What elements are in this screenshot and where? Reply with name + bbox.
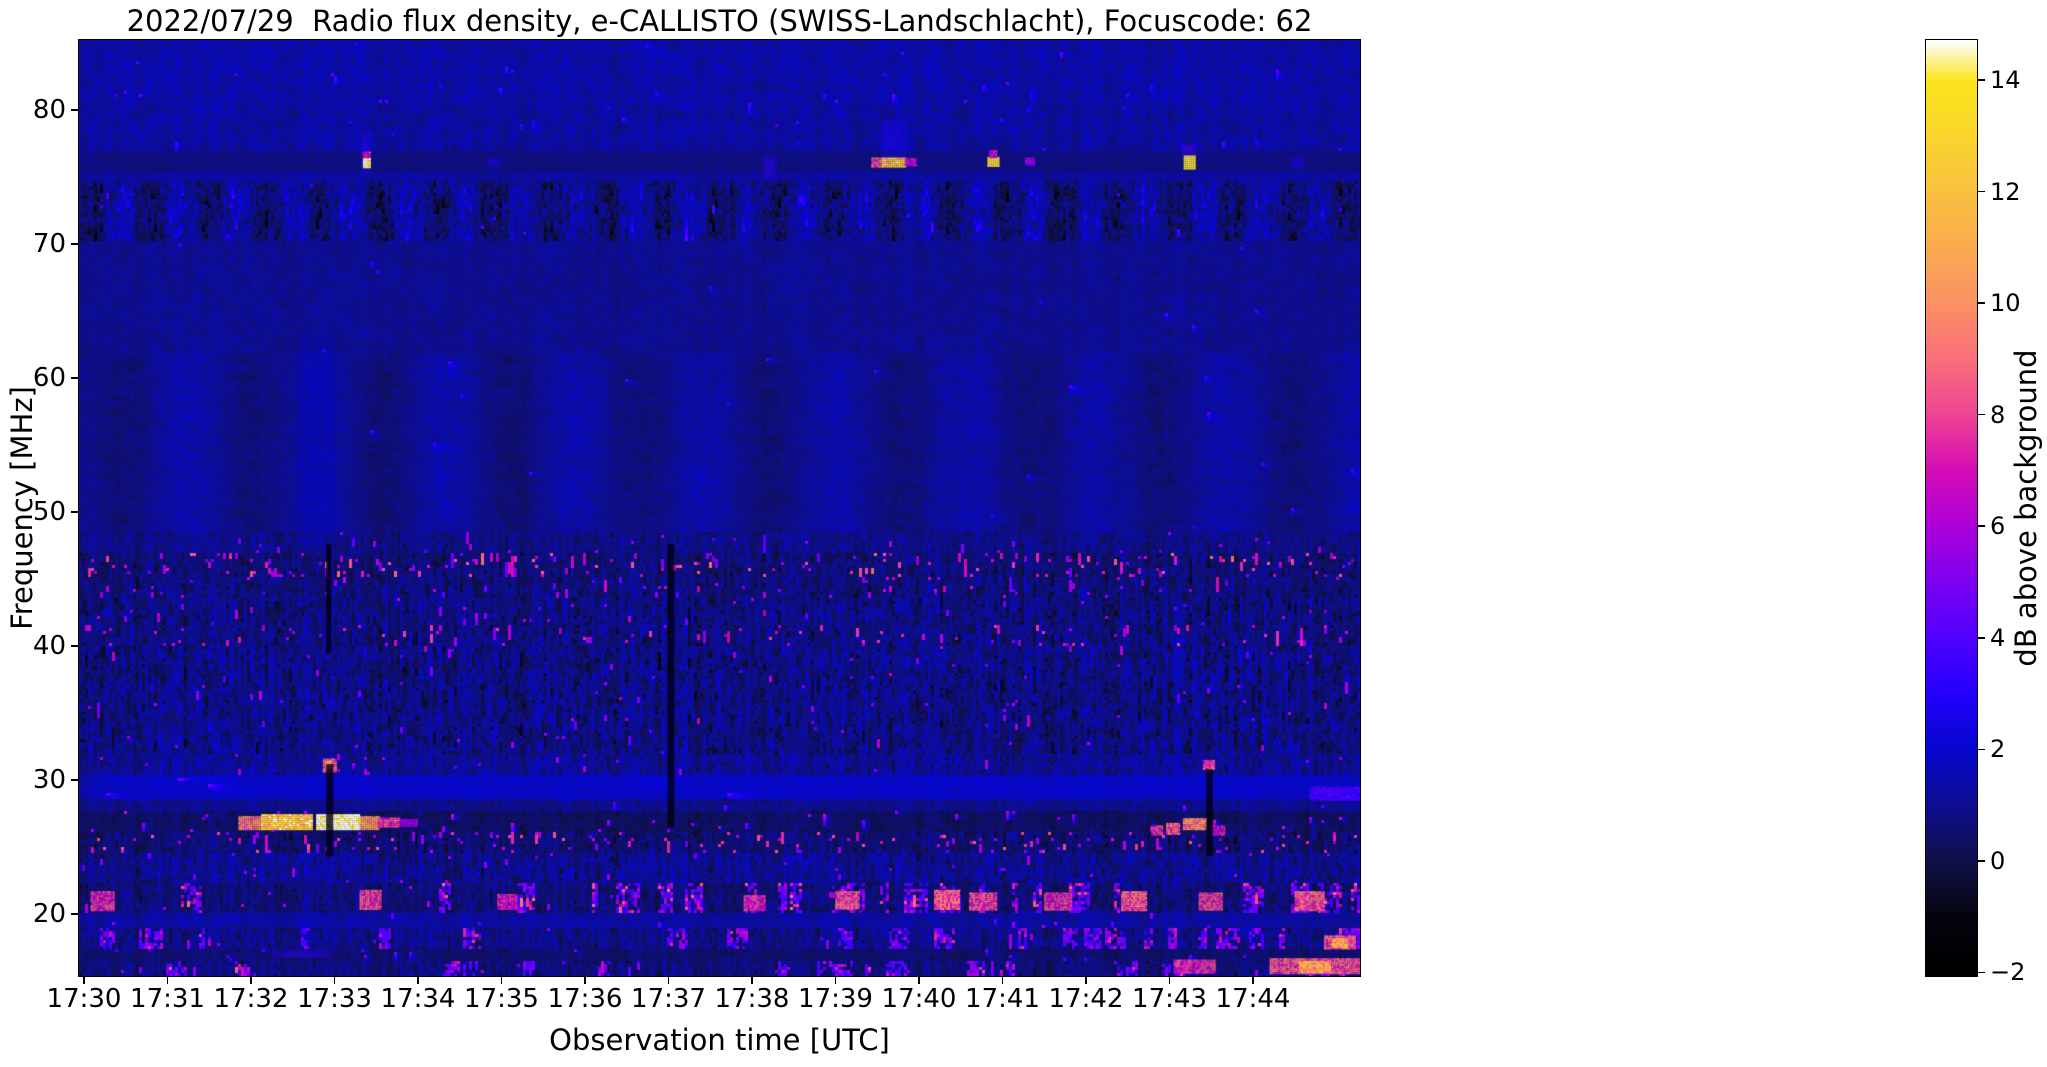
colorbar-tick-mark [1978, 302, 1985, 304]
colorbar-tick-mark [1978, 79, 1985, 81]
colorbar-tick-mark [1978, 860, 1985, 862]
colorbar [1925, 39, 1978, 977]
x-tick-label: 17:39 [798, 984, 873, 1014]
x-tick-mark [667, 977, 670, 984]
x-tick-label: 17:38 [714, 984, 790, 1014]
y-tick-label: 80 [32, 95, 66, 125]
y-tick-mark [71, 377, 78, 379]
x-tick-mark [584, 977, 586, 984]
x-tick-label: 17:36 [547, 984, 623, 1014]
x-tick-label: 17:33 [297, 984, 372, 1014]
x-tick-label: 17:31 [130, 984, 205, 1014]
colorbar-tick-mark [1978, 971, 1985, 974]
x-tick-label: 17:34 [380, 984, 456, 1014]
x-tick-label: 17:37 [631, 984, 706, 1014]
colorbar-tick-mark [1978, 413, 1985, 416]
x-tick-mark [500, 977, 503, 984]
x-tick-mark [1001, 977, 1004, 984]
y-tick-mark [71, 243, 78, 245]
x-tick-label: 17:41 [965, 984, 1040, 1014]
chart-title: 2022/07/29 Radio flux density, e-CALLIST… [126, 4, 1313, 38]
x-tick-label: 17:35 [464, 984, 539, 1014]
x-tick-mark [1085, 977, 1087, 984]
y-tick-mark [71, 913, 78, 915]
y-tick-label: 70 [32, 229, 66, 259]
x-tick-label: 17:43 [1132, 984, 1207, 1014]
colorbar-tick-label: 6 [1990, 512, 2006, 541]
x-tick-label: 17:30 [46, 984, 122, 1014]
colorbar-tick-mark [1978, 525, 1985, 527]
y-tick-label: 60 [32, 363, 66, 393]
x-tick-mark [333, 977, 336, 984]
x-tick-mark [166, 977, 169, 984]
y-tick-label: 20 [32, 899, 66, 929]
x-tick-mark [834, 977, 837, 984]
y-tick-mark [71, 645, 78, 647]
colorbar-canvas [1926, 40, 1977, 976]
x-tick-label: 17:40 [881, 984, 957, 1014]
plot-area [78, 39, 1361, 977]
x-axis-label: Observation time [UTC] [549, 1023, 890, 1057]
x-tick-mark [83, 977, 85, 984]
x-tick-label: 17:44 [1215, 984, 1291, 1014]
colorbar-tick-label: −2 [1990, 958, 2026, 987]
x-tick-mark [1168, 977, 1171, 984]
y-tick-label: 30 [32, 765, 66, 795]
colorbar-tick-label: 8 [1990, 400, 2006, 429]
x-tick-mark [751, 977, 753, 984]
y-tick-mark [71, 109, 78, 111]
y-tick-mark [71, 511, 78, 513]
y-tick-label: 50 [32, 497, 66, 527]
colorbar-tick-label: 12 [1990, 177, 2021, 206]
colorbar-tick-label: 0 [1990, 846, 2006, 875]
colorbar-tick-mark [1978, 637, 1985, 639]
x-tick-mark [417, 977, 419, 984]
y-tick-label: 40 [32, 631, 66, 661]
colorbar-tick-mark [1978, 190, 1985, 193]
x-tick-mark [1252, 977, 1254, 984]
colorbar-label: dB above background [2009, 349, 2043, 667]
colorbar-tick-label: 14 [1990, 66, 2021, 94]
colorbar-tick-mark [1978, 748, 1985, 751]
colorbar-tick-label: 10 [1990, 289, 2021, 318]
x-tick-label: 17:32 [213, 984, 289, 1014]
colorbar-tick-label: 4 [1990, 623, 2006, 652]
x-tick-label: 17:42 [1048, 984, 1124, 1014]
spectrogram-canvas [79, 40, 1360, 976]
colorbar-tick-label: 2 [1990, 735, 2006, 764]
x-tick-mark [250, 977, 252, 984]
x-tick-mark [918, 977, 920, 984]
y-tick-mark [71, 779, 78, 781]
